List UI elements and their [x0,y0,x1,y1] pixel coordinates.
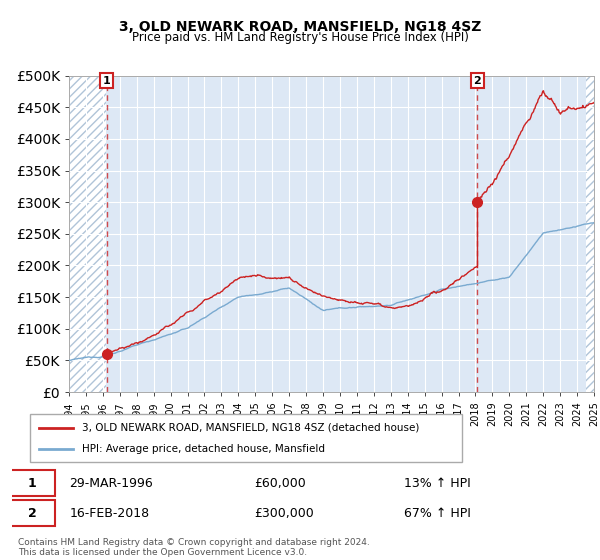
Text: HPI: Average price, detached house, Mansfield: HPI: Average price, detached house, Mans… [82,444,325,454]
Text: Price paid vs. HM Land Registry's House Price Index (HPI): Price paid vs. HM Land Registry's House … [131,31,469,44]
Text: 1: 1 [28,477,37,489]
Text: 2: 2 [473,76,481,86]
Text: 16-FEB-2018: 16-FEB-2018 [70,507,150,520]
Text: 3, OLD NEWARK ROAD, MANSFIELD, NG18 4SZ: 3, OLD NEWARK ROAD, MANSFIELD, NG18 4SZ [119,20,481,34]
FancyBboxPatch shape [9,501,55,526]
Text: 3, OLD NEWARK ROAD, MANSFIELD, NG18 4SZ (detached house): 3, OLD NEWARK ROAD, MANSFIELD, NG18 4SZ … [82,423,419,433]
Text: 67% ↑ HPI: 67% ↑ HPI [404,507,470,520]
Text: £300,000: £300,000 [254,507,314,520]
Text: 13% ↑ HPI: 13% ↑ HPI [404,477,470,489]
Text: Contains HM Land Registry data © Crown copyright and database right 2024.
This d: Contains HM Land Registry data © Crown c… [18,538,370,557]
Text: 1: 1 [103,76,110,86]
FancyBboxPatch shape [30,414,462,462]
FancyBboxPatch shape [9,470,55,496]
Text: 29-MAR-1996: 29-MAR-1996 [70,477,154,489]
Text: £60,000: £60,000 [254,477,305,489]
Text: 2: 2 [28,507,37,520]
